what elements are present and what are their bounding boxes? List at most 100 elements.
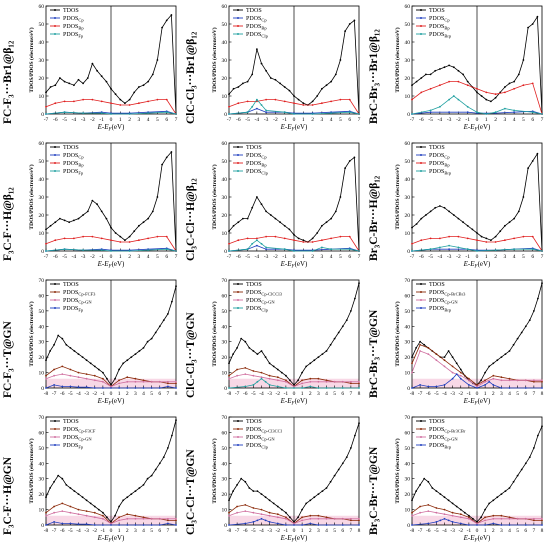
x-tick-label: -5 <box>251 528 256 534</box>
x-tick-label: 1 <box>118 528 121 534</box>
y-tick-label: 50 <box>405 446 411 452</box>
data-point <box>244 385 247 388</box>
data-point <box>419 350 421 352</box>
data-point <box>354 434 356 437</box>
data-point <box>122 362 125 365</box>
y-tick-label: 50 <box>39 22 45 28</box>
data-point <box>126 376 129 379</box>
legend-label-0: TDOS <box>246 8 262 14</box>
data-point <box>293 102 295 105</box>
y-tick-label: 20 <box>39 76 45 82</box>
data-point <box>285 517 287 520</box>
data-point <box>429 237 432 240</box>
x-tick-label: 3 <box>137 117 140 123</box>
data-point <box>508 387 511 389</box>
x-tick-label: -6 <box>243 391 248 397</box>
data-point <box>434 69 437 72</box>
data-point <box>500 493 503 495</box>
data-point <box>288 89 291 92</box>
data-point <box>494 111 497 114</box>
data-point <box>427 347 430 349</box>
data-point <box>494 235 497 238</box>
data-point <box>443 384 446 386</box>
data-point <box>496 359 499 362</box>
legend-label-3: PDOSClp <box>246 306 269 313</box>
x-tick-label: -7 <box>52 391 57 397</box>
data-point <box>110 113 112 115</box>
x-axis-label: E-EF(eV) <box>463 534 491 544</box>
data-point <box>252 384 255 386</box>
data-point <box>500 356 503 358</box>
y-tick-label: 0 <box>407 249 410 255</box>
data-point <box>252 511 255 514</box>
data-point <box>69 385 72 388</box>
data-point <box>93 516 96 519</box>
data-point <box>158 380 161 383</box>
data-point <box>451 371 454 374</box>
data-point <box>268 374 271 377</box>
data-point <box>500 387 503 389</box>
data-point <box>138 86 140 88</box>
series-line-1 <box>228 108 360 115</box>
data-point <box>45 105 47 108</box>
x-tick-label: 2 <box>309 528 312 534</box>
legend-label-0: TDOS <box>429 282 445 288</box>
data-point <box>435 521 438 523</box>
data-point <box>63 80 66 83</box>
data-point <box>459 374 462 377</box>
data-point <box>161 163 164 166</box>
data-point <box>508 221 511 224</box>
data-point <box>455 373 458 375</box>
data-point <box>106 516 108 519</box>
data-point <box>496 496 499 499</box>
data-point <box>348 160 351 162</box>
data-point <box>244 522 247 525</box>
x-tick-label: -2 <box>456 117 461 123</box>
data-point <box>93 379 96 382</box>
data-point <box>69 511 72 514</box>
data-point <box>73 350 76 352</box>
data-point <box>297 98 300 101</box>
x-tick-label: -6 <box>426 528 431 534</box>
y-tick-label: 60 <box>222 430 228 436</box>
data-point <box>325 84 328 87</box>
data-point <box>350 380 352 383</box>
series-line-3 <box>411 95 543 115</box>
data-point <box>228 377 230 380</box>
data-point <box>533 310 535 312</box>
data-point <box>427 510 430 512</box>
data-point <box>484 379 486 382</box>
data-point <box>480 516 482 519</box>
data-point <box>130 493 133 495</box>
x-tick-label: 6 <box>158 528 161 534</box>
data-point <box>268 514 271 517</box>
data-point <box>45 228 47 231</box>
legend-label-3: PDOSBrp <box>429 169 452 176</box>
y-tick-label: 40 <box>39 324 45 330</box>
data-point <box>459 508 462 511</box>
data-point <box>165 235 168 238</box>
data-point <box>311 241 314 243</box>
data-point <box>100 249 103 251</box>
y-tick-label: 0 <box>224 386 227 392</box>
data-point <box>468 524 470 526</box>
data-point <box>358 519 360 522</box>
data-point <box>448 210 450 213</box>
data-point <box>476 384 478 386</box>
data-point <box>128 250 131 252</box>
data-point <box>81 496 84 499</box>
data-point <box>260 513 263 516</box>
data-point <box>102 387 104 389</box>
y-tick-label: 0 <box>224 112 227 118</box>
x-tick-label: -4 <box>442 391 447 397</box>
x-tick-label: 7 <box>533 528 536 534</box>
data-point <box>439 205 441 207</box>
data-point <box>119 241 122 243</box>
x-tick-label: 0 <box>110 117 113 123</box>
data-point <box>524 387 527 389</box>
x-tick-label: -7 <box>44 117 49 123</box>
x-tick-label: -3 <box>264 117 269 123</box>
data-point <box>516 474 519 477</box>
y-tick-label: 10 <box>39 371 45 377</box>
